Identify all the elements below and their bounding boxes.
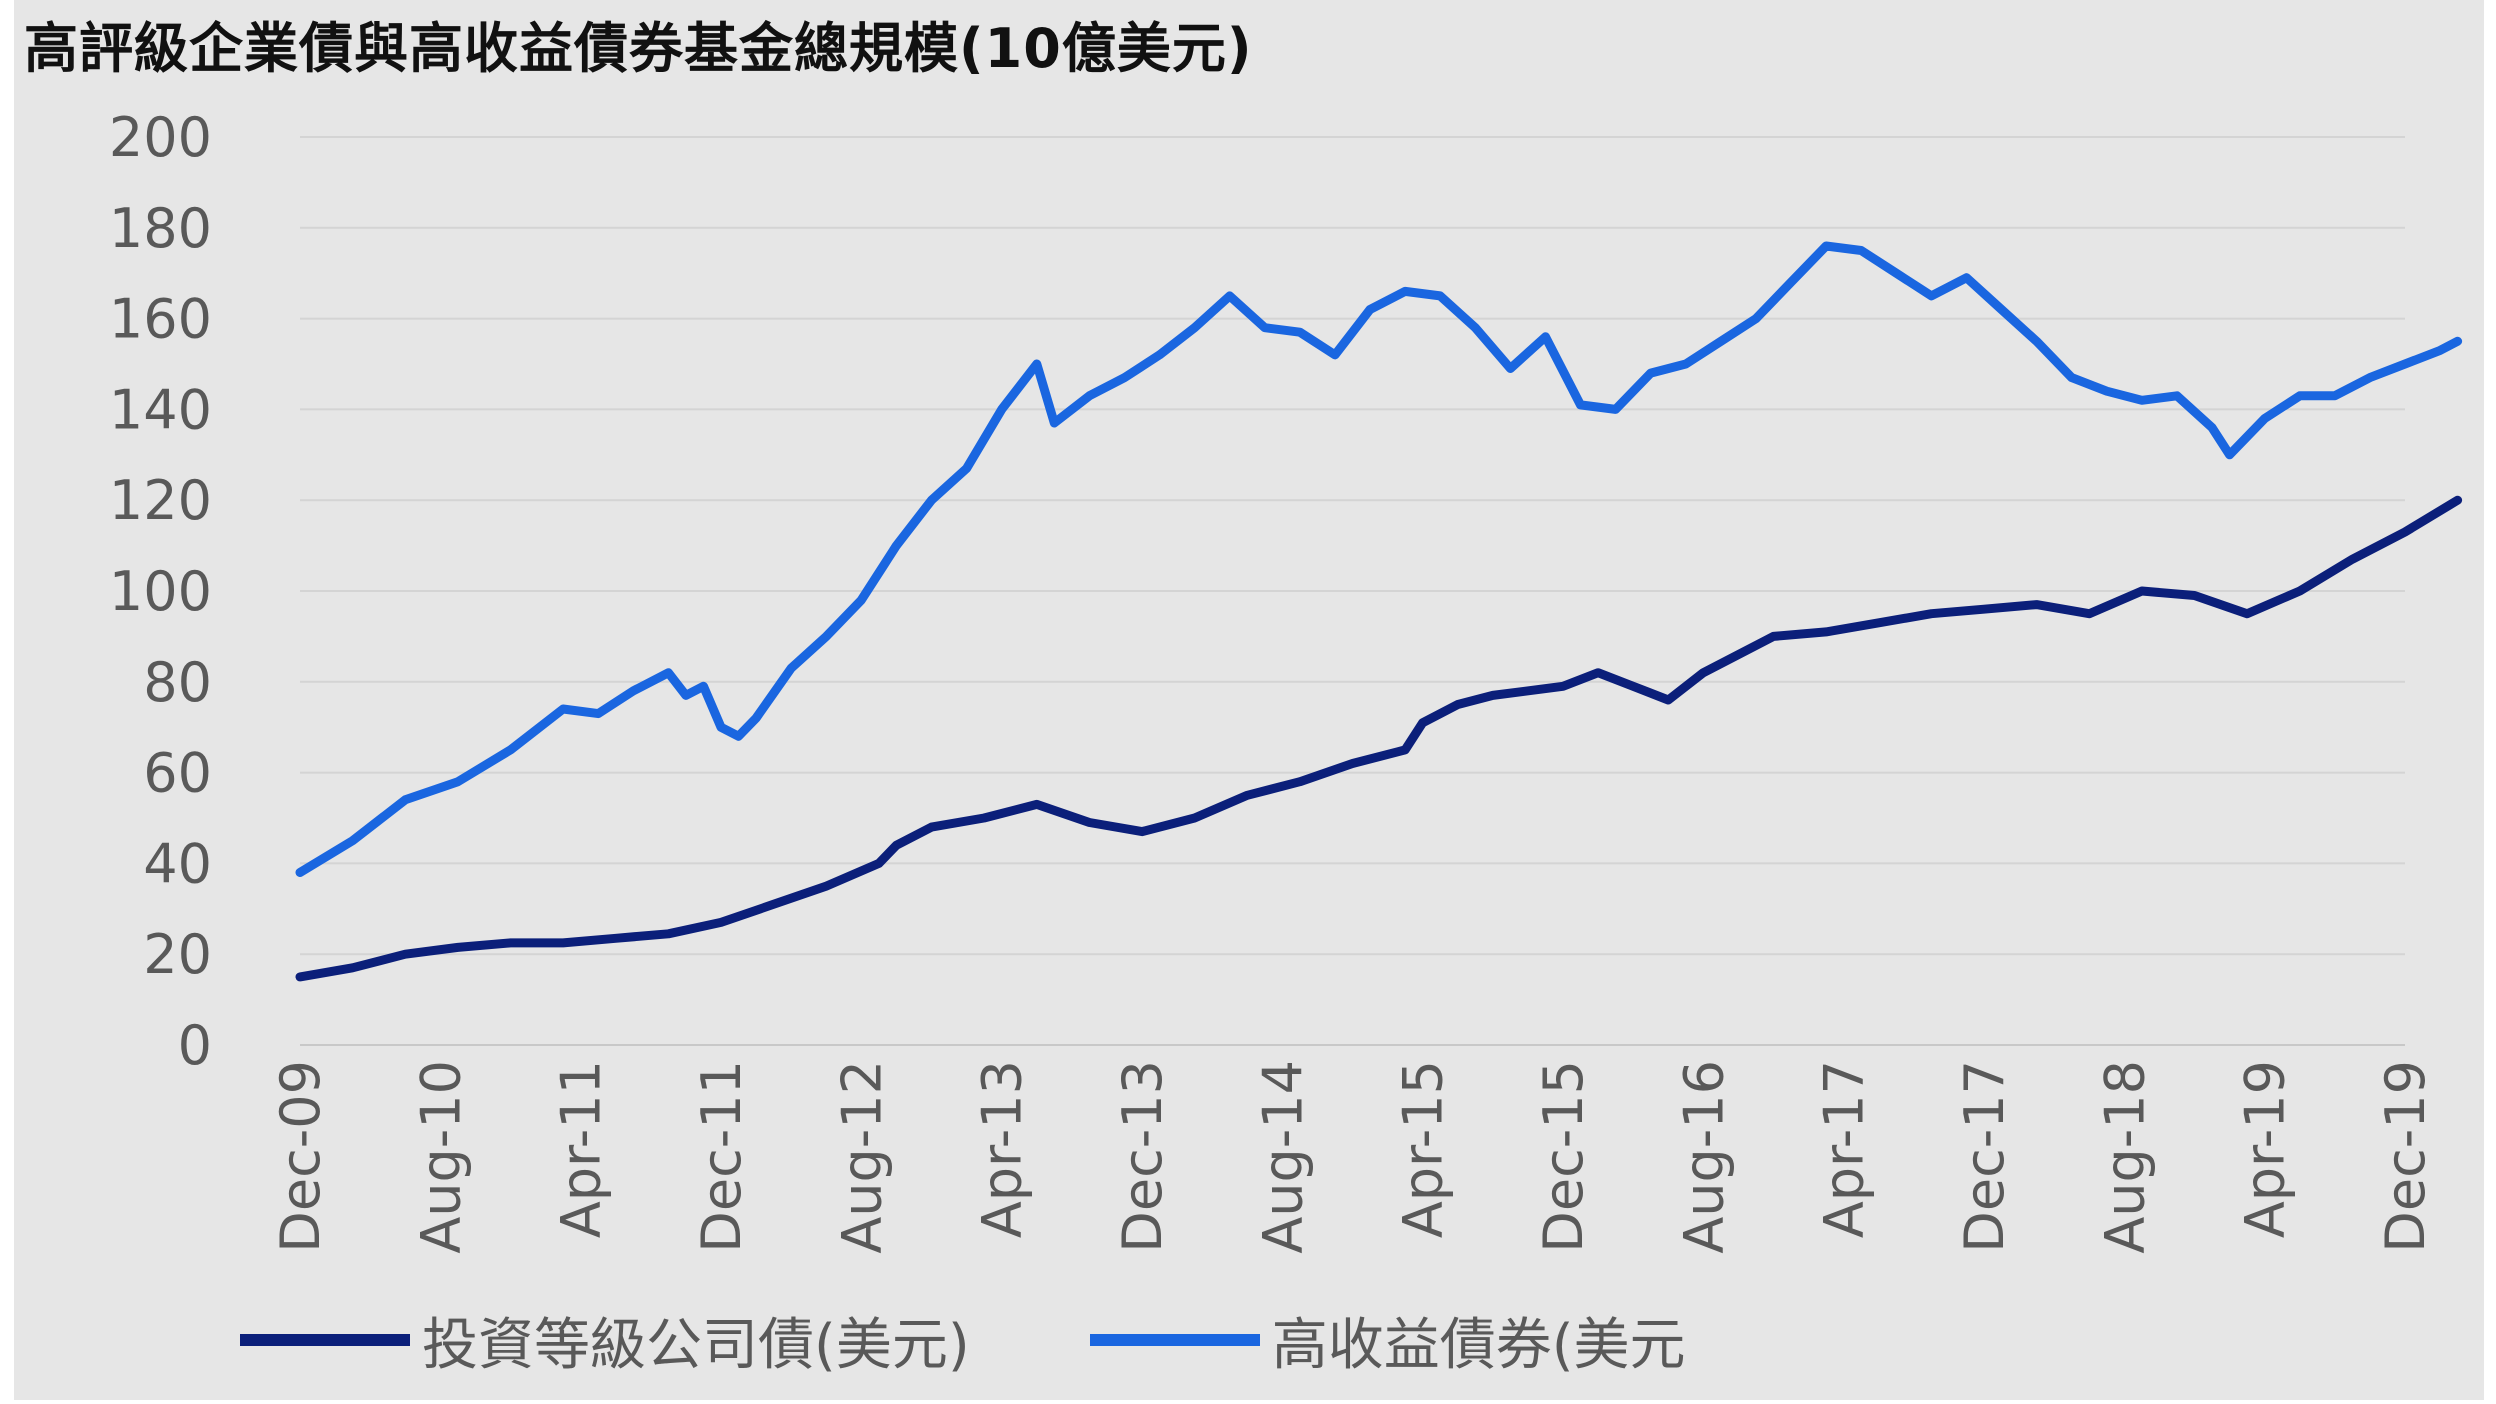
legend-swatch-investment-grade — [240, 1334, 410, 1346]
x-tick-label: Aug-18 — [2093, 1060, 2156, 1254]
x-tick-label: Dec-15 — [1532, 1060, 1595, 1253]
x-tick-label: Apr-17 — [1813, 1060, 1876, 1238]
x-tick-label: Apr-15 — [1392, 1060, 1455, 1238]
y-tick-label: 100 — [109, 560, 212, 623]
series-lines — [295, 241, 2463, 982]
legend-label-investment-grade: 投資等級公司債(美元) — [422, 1312, 970, 1378]
legend: 投資等級公司債(美元) 高收益債券(美元 — [240, 1300, 1806, 1380]
y-tick-label: 180 — [109, 197, 212, 260]
x-tick-label: Apr-11 — [550, 1060, 613, 1238]
x-tick-label: Aug-16 — [1672, 1060, 1735, 1254]
y-tick-label: 160 — [109, 288, 212, 351]
y-tick-label: 80 — [143, 651, 212, 714]
series-line-investment-grade — [295, 495, 2463, 982]
y-tick-label: 40 — [143, 832, 212, 895]
legend-label-high-yield: 高收益債券(美元 — [1271, 1312, 1686, 1378]
y-tick-label: 120 — [109, 469, 212, 532]
y-tick-label: 200 — [109, 106, 212, 169]
x-tick-label: Dec-13 — [1111, 1060, 1174, 1253]
legend-item-high-yield: 高收益債券(美元 — [1089, 1300, 1686, 1381]
x-tick-label: Dec-09 — [269, 1060, 332, 1253]
gridlines — [300, 136, 2405, 1046]
chart-panel — [14, 0, 2484, 1400]
legend-item-investment-grade: 投資等級公司債(美元) — [240, 1300, 970, 1381]
x-axis-ticks: Dec-09 Aug-10 Apr-11 Dec-11 Aug-12 Apr-13 Dec-… — [269, 1060, 2437, 1254]
x-tick-label: Aug-12 — [830, 1060, 893, 1254]
x-tick-label: Aug-14 — [1251, 1060, 1314, 1254]
x-tick-label: Apr-13 — [971, 1060, 1034, 1238]
y-tick-label: 0 — [178, 1014, 212, 1077]
series-line-high-yield — [295, 241, 2463, 877]
x-tick-label: Aug-10 — [409, 1060, 472, 1254]
x-tick-label: Dec-11 — [690, 1060, 753, 1253]
y-tick-label: 140 — [109, 378, 212, 441]
y-tick-label: 60 — [143, 742, 212, 805]
x-tick-label: Dec-19 — [2374, 1060, 2437, 1253]
x-tick-label: Apr-19 — [2234, 1060, 2297, 1238]
chart-title: 高評級企業債與高收益債券基金總規模(10億美元) — [24, 17, 1253, 80]
legend-swatch-high-yield — [1089, 1334, 1260, 1346]
y-tick-label: 20 — [143, 923, 212, 986]
x-tick-label: Dec-17 — [1953, 1060, 2016, 1253]
